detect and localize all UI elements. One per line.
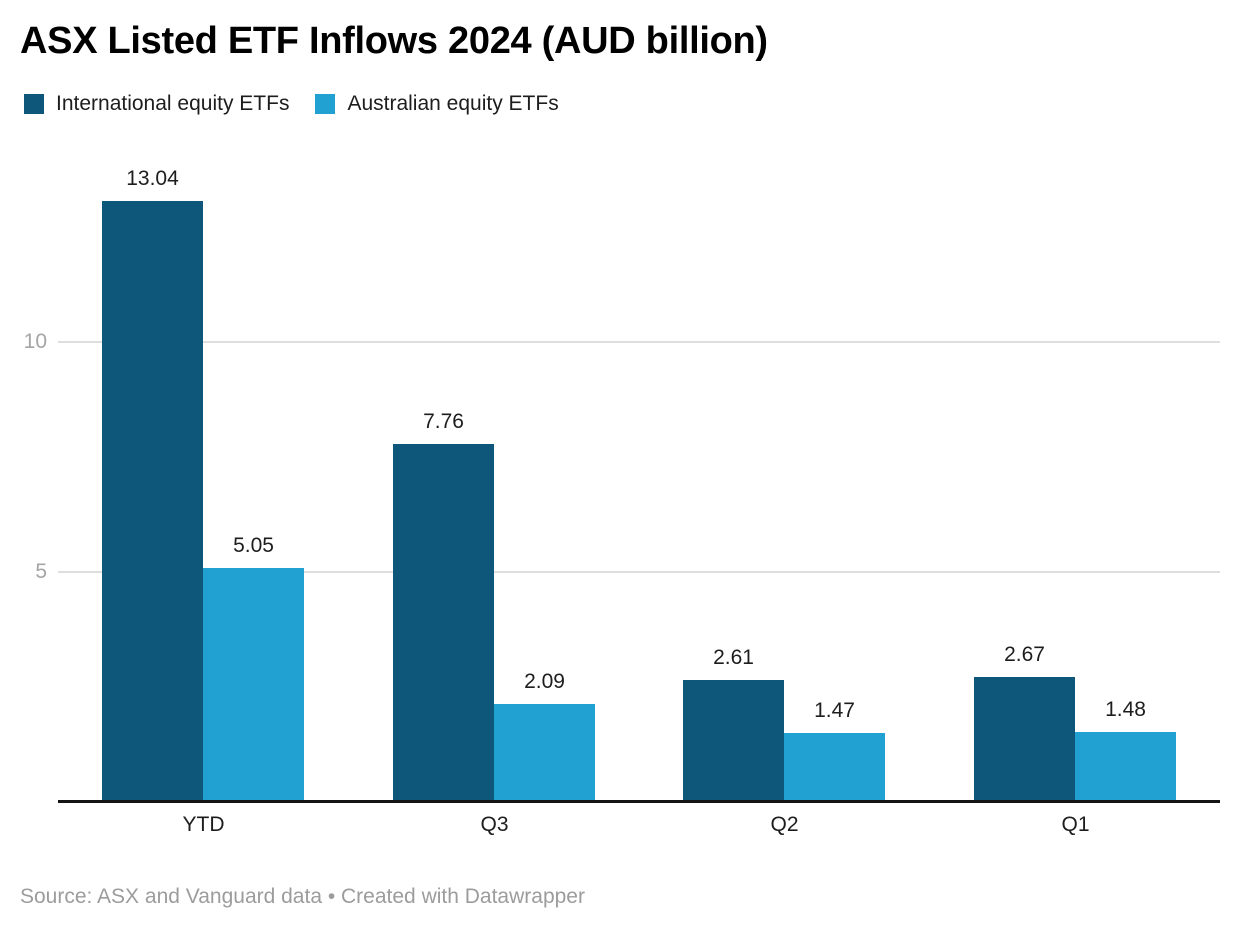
x-axis-label-ytd: YTD	[182, 813, 225, 836]
x-axis-label-q2: Q2	[770, 813, 799, 836]
legend-swatch-icon	[315, 94, 336, 114]
bar-australian-ytd	[203, 568, 304, 800]
bar-value-label: 5.05	[233, 534, 274, 557]
legend-label: International equity ETFs	[56, 92, 290, 115]
y-tick-label: 5	[35, 560, 47, 583]
bar-value-label: 2.67	[1004, 643, 1045, 666]
bar-australian-q3	[494, 704, 595, 800]
bar-value-label: 1.47	[814, 699, 855, 722]
x-axis-label-q3: Q3	[480, 813, 509, 836]
bar-value-label: 13.04	[126, 167, 179, 190]
x-axis-line	[58, 800, 1220, 803]
bar-international-q2	[683, 680, 784, 800]
x-axis-label-q1: Q1	[1061, 813, 1090, 836]
chart-title: ASX Listed ETF Inflows 2024 (AUD billion…	[20, 20, 768, 62]
y-gridline	[58, 341, 1220, 343]
source-footer: Source: ASX and Vanguard data • Created …	[20, 885, 585, 908]
legend: International equity ETFs Australian equi…	[24, 92, 559, 116]
legend-swatch-icon	[24, 94, 44, 114]
bar-value-label: 7.76	[423, 410, 464, 433]
legend-item-international: International equity ETFs	[24, 92, 289, 116]
y-tick-label: 10	[23, 330, 47, 353]
bar-value-label: 2.09	[524, 670, 565, 693]
legend-item-australian: Australian equity ETFs	[315, 92, 559, 116]
bar-international-ytd	[102, 201, 203, 800]
bar-value-label: 2.61	[713, 646, 754, 669]
bar-value-label: 1.48	[1105, 698, 1146, 721]
bar-international-q3	[393, 444, 494, 800]
legend-label: Australian equity ETFs	[347, 92, 559, 115]
bar-australian-q1	[1075, 732, 1176, 800]
bar-international-q1	[974, 677, 1075, 800]
bar-australian-q2	[784, 733, 885, 800]
y-gridline	[58, 571, 1220, 573]
